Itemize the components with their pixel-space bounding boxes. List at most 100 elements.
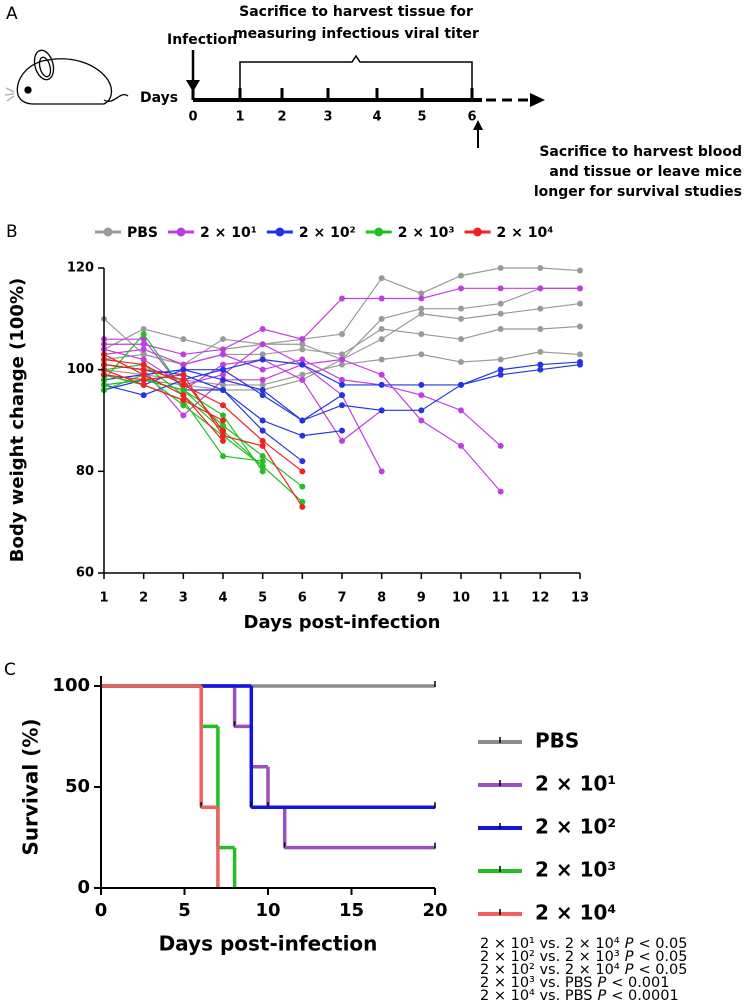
data-point (418, 331, 425, 338)
legend-label: 2 × 10⁴ (497, 225, 554, 241)
data-point (497, 366, 504, 373)
data-point (180, 361, 187, 368)
data-point (259, 453, 266, 460)
data-point (140, 331, 147, 338)
legend-label: 2 × 10³ (398, 225, 455, 241)
data-point (259, 376, 266, 383)
data-point (220, 366, 226, 373)
data-point (299, 376, 306, 383)
legend-label: 2 × 10³ (535, 858, 616, 882)
data-point (378, 275, 385, 282)
survival-chart: C 0 50 100 0 5 10 15 20 Days post-infection Surviv… (4, 660, 616, 956)
data-point (299, 417, 306, 424)
panel-label: B (6, 222, 18, 242)
stat-line: 2 × 10² vs. 2 × 10³ P < 0.05 (480, 949, 687, 965)
data-point (299, 503, 306, 510)
y-tick-label: 80 (76, 464, 94, 479)
mouse-line (103, 369, 224, 422)
data-point (378, 315, 385, 322)
data-point (220, 381, 226, 388)
data-point (339, 361, 345, 368)
data-point (418, 351, 425, 358)
x-tick-label: 10 (452, 591, 470, 606)
data-point (299, 361, 306, 368)
p-label: P (625, 962, 634, 978)
mouse-line (103, 363, 224, 432)
y-tick-label: 50 (65, 776, 90, 797)
data-point (259, 463, 266, 470)
x-tick-label: 2 (139, 591, 148, 606)
data-point (140, 351, 147, 358)
day-label: 5 (417, 110, 426, 125)
data-point (140, 356, 147, 363)
data-point (299, 483, 306, 490)
data-point (220, 453, 226, 460)
data-point (378, 326, 385, 332)
data-point (418, 407, 425, 414)
y-tick-label: 60 (76, 566, 94, 581)
mouse-line (103, 267, 581, 366)
data-point (299, 458, 306, 465)
y-tick-label: 100 (67, 362, 94, 377)
data-point (180, 387, 187, 393)
mouse-line (103, 343, 383, 472)
data-point (339, 376, 345, 383)
data-point (259, 392, 266, 399)
day-label: 6 (467, 110, 476, 125)
data-point (220, 422, 226, 429)
mouse-line (103, 353, 224, 442)
data-point (418, 381, 425, 388)
data-point (537, 285, 544, 292)
data-point (497, 265, 504, 271)
data-point (378, 336, 385, 343)
x-tick-label: 11 (492, 591, 510, 606)
day-label: 2 (277, 110, 286, 125)
x-tick-label: 5 (178, 900, 191, 921)
data-point (339, 351, 345, 358)
data-point (259, 356, 266, 363)
p-value: < 0.05 (638, 936, 687, 952)
stat-line: 2 × 10⁴ vs. PBS P < 0.0001 (480, 988, 679, 1004)
data-point (220, 417, 226, 424)
data-point (577, 300, 583, 307)
data-point (140, 336, 147, 343)
note-line: measuring infectious viral titer (233, 26, 479, 42)
data-point (418, 417, 425, 424)
day-label: 4 (372, 110, 381, 125)
day-label: 3 (323, 110, 332, 125)
data-point (180, 366, 187, 373)
note-line: Sacrifice to harvest tissue for (239, 4, 473, 20)
data-point (339, 392, 345, 399)
infection-label: Infection (167, 32, 237, 48)
mouse-icon (4, 49, 129, 105)
p-label: P (625, 949, 634, 965)
y-tick-label: 0 (77, 877, 90, 898)
data-point (259, 442, 266, 449)
data-point (577, 323, 583, 330)
data-point (537, 361, 544, 368)
data-point (577, 351, 583, 358)
data-point (418, 310, 425, 317)
legend-marker (275, 227, 285, 237)
data-point (497, 310, 504, 317)
data-point (497, 371, 504, 378)
data-point (220, 387, 226, 393)
data-point (180, 402, 187, 409)
x-tick-label: 3 (179, 591, 188, 606)
bracket (239, 54, 473, 88)
x-tick-label: 13 (571, 591, 589, 606)
data-point (140, 326, 147, 332)
data-point (537, 305, 544, 312)
arrow-head (186, 80, 200, 92)
p-value: < 0.0001 (611, 988, 679, 1004)
data-point (378, 295, 385, 302)
data-point (180, 412, 187, 419)
p-label: P (597, 988, 606, 1004)
data-point (497, 300, 504, 307)
legend-marker (473, 227, 483, 237)
y-axis-label: Survival (%) (19, 718, 43, 855)
data-point (577, 285, 583, 292)
data-point (220, 432, 226, 439)
mouse-line (103, 363, 303, 503)
x-tick-label: 15 (339, 900, 364, 921)
